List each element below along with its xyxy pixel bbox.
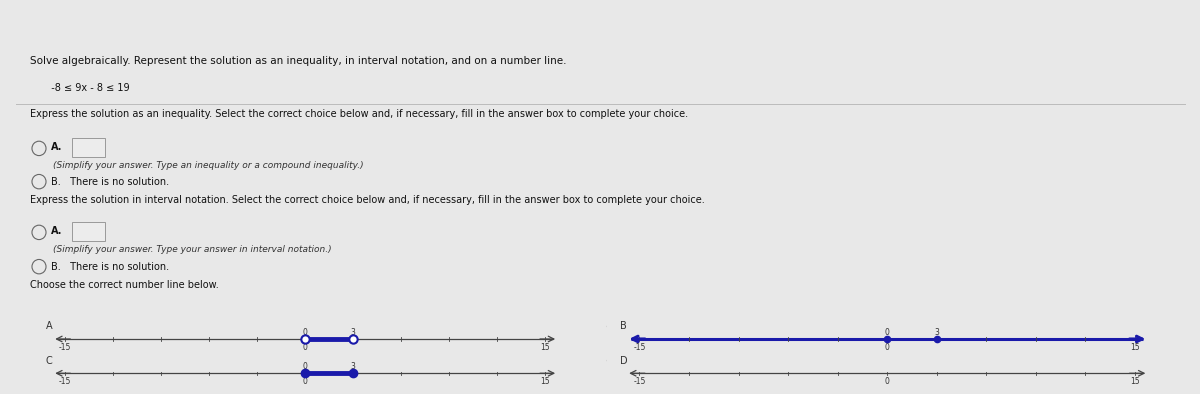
- Text: 0: 0: [884, 377, 889, 387]
- Text: Solve algebraically. Represent the solution as an inequality, in interval notati: Solve algebraically. Represent the solut…: [30, 56, 566, 66]
- Text: 0: 0: [302, 362, 307, 371]
- FancyBboxPatch shape: [72, 138, 104, 157]
- Text: A.: A.: [50, 142, 62, 152]
- Text: -15: -15: [634, 343, 646, 352]
- Text: 0: 0: [884, 343, 889, 352]
- Text: 0: 0: [302, 343, 307, 352]
- Text: 15: 15: [540, 343, 550, 352]
- Text: 0: 0: [884, 328, 889, 336]
- Text: 0: 0: [302, 328, 307, 337]
- Text: Express the solution as an inequality. Select the correct choice below and, if n: Express the solution as an inequality. S…: [30, 109, 688, 119]
- Text: -15: -15: [59, 343, 71, 352]
- Text: B.   There is no solution.: B. There is no solution.: [50, 262, 169, 271]
- Text: Choose the correct number line below.: Choose the correct number line below.: [30, 281, 218, 290]
- Text: 15: 15: [540, 377, 550, 387]
- FancyBboxPatch shape: [72, 222, 104, 241]
- Text: 3: 3: [935, 328, 940, 336]
- Text: C: C: [46, 356, 53, 366]
- Text: (Simplify your answer. Type an inequality or a compound inequality.): (Simplify your answer. Type an inequalit…: [53, 161, 364, 170]
- Text: B: B: [619, 322, 626, 331]
- Text: 0: 0: [302, 377, 307, 387]
- Text: A: A: [46, 322, 53, 331]
- Text: -15: -15: [59, 377, 71, 387]
- Text: D: D: [619, 356, 628, 366]
- Text: A.: A.: [50, 226, 62, 236]
- Text: 3: 3: [350, 328, 355, 337]
- Text: 3: 3: [350, 362, 355, 371]
- Text: 15: 15: [1130, 343, 1140, 352]
- Text: B.   There is no solution.: B. There is no solution.: [50, 177, 169, 187]
- Text: Express the solution in interval notation. Select the correct choice below and, : Express the solution in interval notatio…: [30, 195, 704, 204]
- Text: (Simplify your answer. Type your answer in interval notation.): (Simplify your answer. Type your answer …: [53, 245, 331, 255]
- Text: -15: -15: [634, 377, 646, 387]
- Text: -8 ≤ 9x - 8 ≤ 19: -8 ≤ 9x - 8 ≤ 19: [44, 83, 130, 93]
- Text: 15: 15: [1130, 377, 1140, 387]
